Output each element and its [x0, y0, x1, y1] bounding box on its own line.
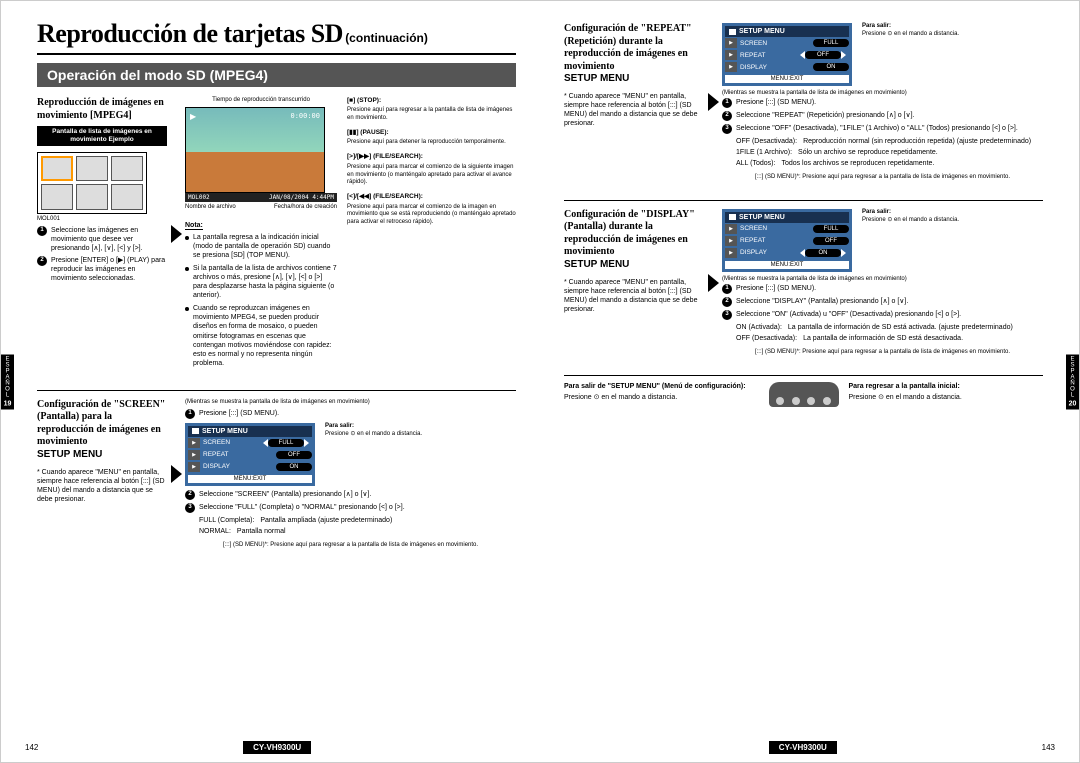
list-item — [76, 184, 108, 210]
setup-menu: SETUP MENU ▶SCREENFULL ▶REPEATOFF ▶DISPL… — [722, 209, 852, 272]
page-left: ESPAÑOL 19 Reproducción de tarjetas SD (… — [1, 1, 540, 762]
spine-tab-right: ESPAÑOL 20 — [1066, 354, 1079, 409]
row-screen-config: Configuración de "SCREEN" (Pantalla) par… — [37, 399, 516, 550]
list-item — [111, 156, 143, 182]
arrow-icon — [171, 465, 182, 483]
arrow-icon — [171, 225, 182, 243]
manual-spread: ESPAÑOL 19 Reproducción de tarjetas SD (… — [0, 0, 1080, 763]
arrow-icon — [708, 93, 719, 111]
page-title: Reproducción de tarjetas SD (continuació… — [37, 19, 516, 49]
section-head: Reproducción de imágenes en movimiento [… — [37, 97, 167, 122]
arrow-icon — [708, 274, 719, 292]
thumbnail-grid — [37, 152, 147, 214]
row-playback: Reproducción de imágenes en movimiento [… — [37, 97, 516, 372]
row-repeat-config: Configuración de "REPEAT" (Repetición) d… — [564, 23, 1043, 182]
setup-menu: SETUP MENU ▶SCREENFULL ▶REPEATOFF ▶DISPL… — [722, 23, 852, 86]
mode-bar: Operación del modo SD (MPEG4) — [37, 63, 516, 87]
list-item — [76, 156, 108, 182]
bottom-exit-row: Para salir de "SETUP MENU" (Menú de conf… — [564, 375, 1043, 407]
spine-tab-left: ESPAÑOL 19 — [1, 354, 14, 409]
row-display-config: Configuración de "DISPLAY" (Pantalla) du… — [564, 209, 1043, 357]
remote-icon — [769, 382, 839, 407]
list-item — [41, 156, 73, 182]
list-item — [41, 184, 73, 210]
video-preview: ▶ 0:00:00 — [185, 107, 325, 193]
footer-right: CY-VH9300U 143 — [564, 741, 1055, 754]
list-item — [111, 184, 143, 210]
setup-menu: SETUP MENU ▶SCREENFULL ▶REPEATOFF ▶DISPL… — [185, 423, 315, 486]
page-right: ESPAÑOL 20 Configuración de "REPEAT" (Re… — [540, 1, 1079, 762]
footer-left: 142 CY-VH9300U — [25, 741, 516, 754]
